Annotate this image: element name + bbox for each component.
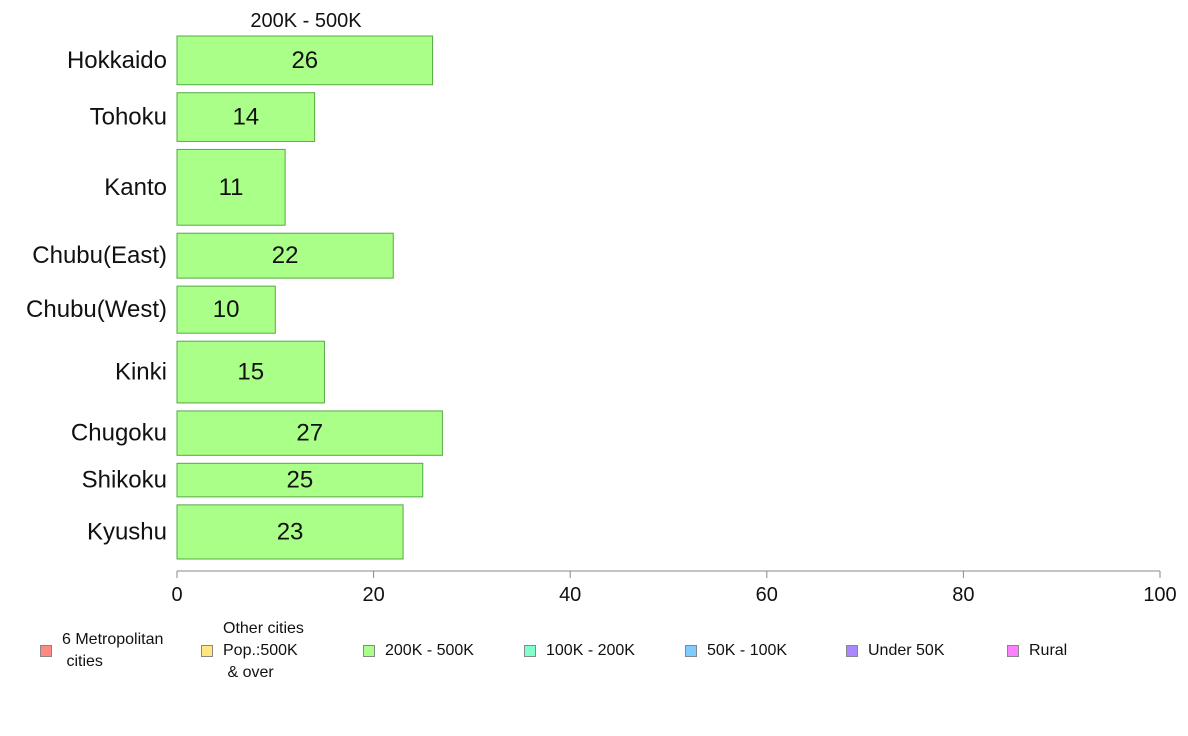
legend: 6 Metropolitan cities Other cities Pop.:5… xyxy=(0,615,1188,705)
bar-chubu-east xyxy=(176,232,394,279)
data-label: 22 xyxy=(272,242,299,269)
legend-swatch xyxy=(685,645,697,657)
category-label: Chugoku xyxy=(71,420,167,447)
x-tick-label: 60 xyxy=(756,584,778,606)
legend-label: 100K - 200K xyxy=(546,642,635,659)
bar-shikoku xyxy=(176,462,424,498)
bar-hokkaido xyxy=(176,35,434,86)
data-label: 27 xyxy=(296,420,323,447)
category-label: Hokkaido xyxy=(67,47,167,74)
category-label: Shikoku xyxy=(82,467,167,494)
legend-item: Rural xyxy=(1007,640,1067,662)
data-label: 25 xyxy=(287,467,314,494)
legend-item: 100K - 200K xyxy=(524,640,635,662)
data-label: 10 xyxy=(213,296,240,323)
category-label: Chubu(West) xyxy=(26,296,167,323)
legend-swatch xyxy=(201,645,213,657)
legend-swatch xyxy=(1007,645,1019,657)
legend-swatch xyxy=(524,645,536,657)
legend-label: Under 50K xyxy=(868,642,945,659)
chart-title: 200K - 500K xyxy=(250,10,362,32)
bar-chugoku xyxy=(176,410,443,456)
legend-label: 50K - 100K xyxy=(707,642,788,659)
data-label: 11 xyxy=(219,174,244,201)
legend-label: 200K - 500K xyxy=(385,642,474,659)
bar-kyushu xyxy=(176,504,404,560)
bars: 26 Hokkaido 14 Tohoku 11 Kanto 22 Chubu(East) 10… xyxy=(26,35,443,560)
bar-chubu-west xyxy=(176,285,276,334)
category-label: Kanto xyxy=(104,174,167,201)
category-label: Kyushu xyxy=(87,518,167,545)
bar-tohoku xyxy=(176,92,316,142)
x-axis: 0 20 40 60 80 100 xyxy=(171,570,1177,606)
x-tick-label: 80 xyxy=(952,584,974,606)
legend-label: Rural xyxy=(1029,642,1068,659)
data-label: 26 xyxy=(291,47,318,74)
category-label: Kinki xyxy=(115,359,167,386)
legend-swatch xyxy=(363,645,375,657)
category-label: Tohoku xyxy=(90,104,167,131)
category-label: Chubu(East) xyxy=(32,242,167,269)
legend-item: 200K - 500K xyxy=(363,640,474,662)
x-tick-label: 0 xyxy=(171,584,182,606)
data-label: 15 xyxy=(237,359,264,386)
legend-label: 6 Metropolitan cities xyxy=(62,631,164,670)
legend-item: Under 50K xyxy=(846,640,945,662)
legend-swatch xyxy=(846,645,858,657)
legend-label: Other cities Pop.:500K & over xyxy=(223,620,304,681)
legend-item: Other cities Pop.:500K & over xyxy=(201,618,304,684)
data-label: 23 xyxy=(277,518,304,545)
data-label: 14 xyxy=(232,104,259,131)
legend-item: 50K - 100K xyxy=(685,640,787,662)
legend-item: 6 Metropolitan cities xyxy=(40,629,163,673)
legend-swatch xyxy=(40,645,52,657)
x-tick-label: 40 xyxy=(559,584,581,606)
x-tick-label: 100 xyxy=(1143,584,1176,606)
x-tick-label: 20 xyxy=(362,584,384,606)
bar-kanto xyxy=(176,148,286,226)
bar-kinki xyxy=(176,340,325,404)
